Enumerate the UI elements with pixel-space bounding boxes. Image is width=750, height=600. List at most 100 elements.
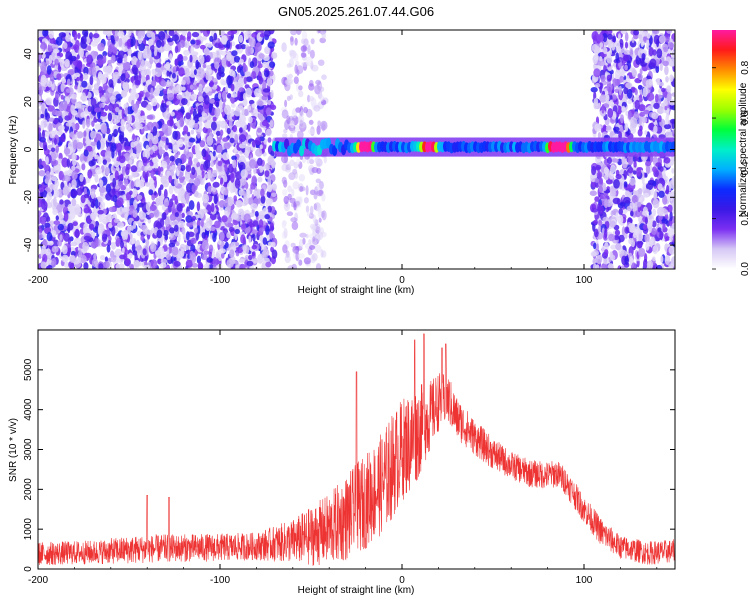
heatmap-noise-cell (45, 170, 51, 181)
heatmap-noise-cell (260, 195, 266, 204)
heatmap-noise-cell (153, 49, 158, 57)
heatmap-noise-cell (206, 257, 213, 263)
heatmap-x-axis: -200 -100 0 100 (28, 30, 658, 286)
heatmap-noise-cell (181, 212, 185, 219)
heatmap-noise-cell (190, 237, 197, 244)
heatmap-noise-cell (189, 109, 194, 115)
heatmap-noise-cell (191, 263, 199, 268)
heatmap-noise-cell (129, 190, 133, 196)
heatmap-noise-cell (77, 83, 81, 94)
heatmap-noise-cell (221, 112, 225, 117)
heatmap-noise-cell (290, 128, 296, 134)
heatmap-noise-cell (300, 45, 308, 52)
heatmap-noise-cell (271, 249, 278, 259)
heatmap-noise-cell (245, 87, 252, 98)
heatmap-noise-cell (55, 145, 59, 153)
heatmap-noise-cell (242, 64, 248, 74)
heatmap-noise-cell (81, 92, 87, 102)
heatmap-noise-cell (152, 176, 157, 181)
heatmap-noise-cell (174, 212, 179, 218)
heatmap-noise-cell (238, 87, 245, 92)
heatmap-noise-cell (41, 245, 46, 255)
heatmap-noise-cell (629, 48, 634, 57)
heatmap-noise-cell (100, 255, 105, 261)
heatmap-noise-cell (212, 116, 217, 122)
heatmap-noise-cell (195, 148, 200, 155)
heatmap-noise-cell (599, 94, 607, 103)
heatmap-noise-cell (252, 258, 258, 264)
heatmap-noise-cell (185, 173, 190, 182)
heatmap-noise-cell (636, 167, 642, 177)
heatmap-noise-cell (99, 179, 104, 188)
heatmap-noise-cell (610, 164, 616, 174)
heatmap-noise-cell (55, 215, 59, 221)
heatmap-noise-cell (210, 121, 217, 131)
heatmap-noise-cell (201, 170, 205, 179)
heatmap-noise-cell (147, 38, 154, 46)
heatmap-noise-cell (206, 42, 213, 48)
heatmap-noise-cell (83, 262, 89, 269)
heatmap-noise-cell (294, 37, 298, 46)
heatmap-noise-cell (593, 228, 599, 238)
heatmap-noise-cell (153, 209, 160, 218)
heatmap-noise-cell (85, 139, 92, 145)
heatmap-noise-cell (98, 103, 104, 108)
heatmap-noise-cell (159, 218, 165, 228)
heatmap-noise-cell (149, 149, 154, 155)
heatmap-noise-cell (40, 77, 47, 87)
heatmap-noise-cell (128, 263, 134, 269)
heatmap-noise-cell (669, 211, 673, 222)
heatmap-noise-cell (604, 228, 608, 239)
signal-band-cell (284, 138, 290, 150)
heatmap-noise-cell (215, 130, 221, 136)
heatmap-noise-cell (58, 212, 63, 218)
heatmap-noise-cell (256, 128, 262, 133)
heatmap-noise-cell (234, 178, 241, 189)
heatmap-noise-cell (48, 117, 55, 122)
heatmap-noise-cell (174, 178, 179, 187)
heatmap-noise-cell (618, 32, 621, 41)
heatmap-noise-cell (221, 252, 225, 259)
heatmap-noise-cell (224, 241, 229, 249)
heatmap-noise-cell (623, 169, 628, 180)
heatmap-noise-cell (130, 165, 138, 173)
heatmap-noise-cell (110, 256, 117, 263)
heatmap-noise-cell (599, 42, 604, 48)
heatmap-noise-cell (630, 117, 638, 129)
heatmap-noise-cell (126, 225, 131, 234)
heatmap-noise-cell (114, 248, 122, 257)
heatmap-noise-cell (97, 209, 104, 215)
heatmap-noise-cell (312, 236, 316, 242)
heatmap-noise-cell (143, 37, 147, 46)
figure-title: GN05.2025.261.07.44.G06 (278, 4, 434, 19)
heatmap-noise-cell (41, 53, 46, 59)
heatmap-noise-cell (320, 249, 324, 258)
heatmap-noise-cell (220, 50, 227, 56)
heatmap-noise-cell (188, 200, 195, 211)
heatmap-noise-cell (264, 70, 270, 78)
heatmap-noise-cell (315, 79, 321, 86)
heatmap-noise-cell (221, 57, 228, 66)
x-tick-label: -100 (210, 275, 230, 286)
heatmap-noise-cell (86, 218, 92, 223)
heatmap-noise-cell (611, 158, 619, 163)
heatmap-noise-cell (72, 221, 78, 227)
heatmap-noise-cell (638, 243, 643, 249)
heatmap-noise-cell (185, 193, 190, 205)
heatmap-noise-cell (42, 254, 48, 263)
heatmap-noise-cell (128, 159, 133, 165)
heatmap-noise-cell (264, 170, 270, 178)
heatmap-noise-cell (40, 42, 47, 50)
heatmap-noise-cell (668, 246, 675, 255)
heatmap-noise-cell (112, 177, 117, 188)
heatmap-noise-cell (76, 61, 83, 70)
heatmap-noise-cell (110, 250, 115, 259)
heatmap-noise-cell (105, 183, 111, 194)
heatmap-noise-cell (247, 197, 254, 205)
heatmap-noise-cell (119, 173, 124, 179)
heatmap-noise-cell (218, 248, 226, 254)
heatmap-noise-cell (219, 129, 224, 137)
heatmap-noise-cell (223, 142, 231, 150)
heatmap-noise-cell (125, 258, 130, 267)
heatmap-noise-cell (81, 163, 86, 171)
